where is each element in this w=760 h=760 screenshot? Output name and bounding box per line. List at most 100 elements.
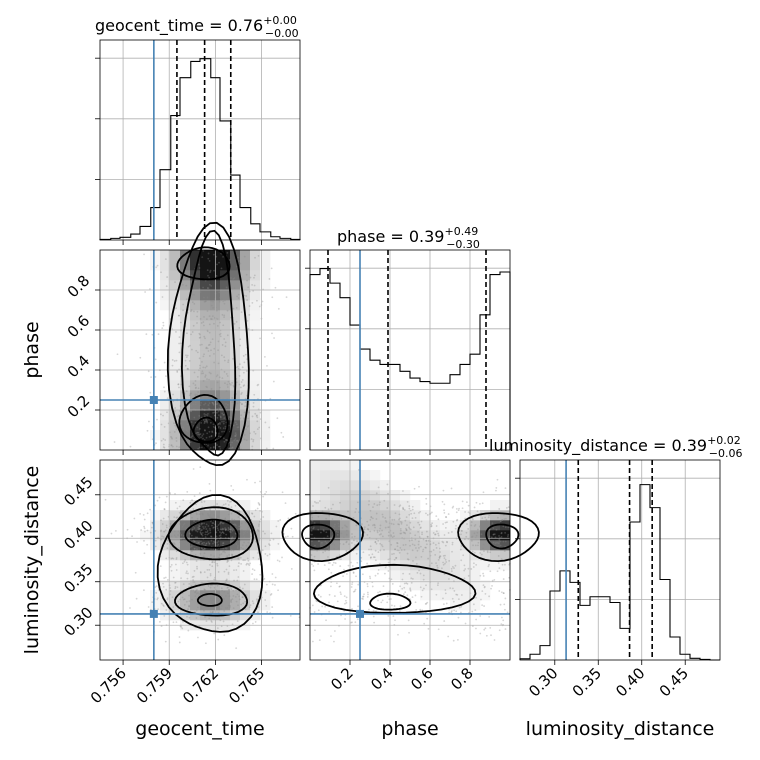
sample-point xyxy=(207,426,210,429)
sample-point xyxy=(331,543,334,546)
sample-point xyxy=(193,520,195,522)
panel-frame xyxy=(99,459,301,661)
sample-point xyxy=(221,420,223,423)
sample-point xyxy=(212,542,214,545)
sample-point xyxy=(209,611,212,614)
sample-point xyxy=(229,383,232,386)
sample-point xyxy=(210,318,212,320)
sample-point xyxy=(195,349,198,352)
sample-point xyxy=(248,564,251,567)
sample-point xyxy=(229,528,232,531)
sample-point xyxy=(227,604,230,607)
sample-point xyxy=(178,511,181,514)
density-cell xyxy=(390,510,401,521)
sample-point xyxy=(464,511,466,513)
sample-point xyxy=(311,533,313,536)
density-cell xyxy=(450,580,461,591)
sample-point xyxy=(215,375,218,378)
density-cell xyxy=(260,280,271,291)
sample-point xyxy=(447,513,450,515)
sample-point xyxy=(380,601,383,604)
density-layer xyxy=(104,249,511,650)
density-cell xyxy=(190,550,201,561)
sample-point xyxy=(210,284,213,287)
density-cell xyxy=(370,470,381,481)
sample-point xyxy=(498,567,501,570)
density-cell xyxy=(220,280,231,291)
sample-point xyxy=(466,501,468,504)
sample-point xyxy=(155,585,158,588)
density-cell xyxy=(330,530,341,541)
y-tick-label: 0.2 xyxy=(64,392,94,422)
sample-point xyxy=(474,523,477,526)
sample-point xyxy=(154,376,157,378)
sample-point xyxy=(229,528,232,531)
sample-point xyxy=(248,606,251,609)
sample-point xyxy=(210,349,212,352)
sample-point xyxy=(198,513,201,516)
sample-point xyxy=(472,544,474,547)
density-cell xyxy=(320,550,331,561)
density-cell xyxy=(340,500,351,511)
sample-point xyxy=(470,524,473,527)
sample-point xyxy=(467,574,470,577)
sample-point xyxy=(202,527,205,530)
sample-point xyxy=(198,492,201,495)
sample-point xyxy=(186,490,189,493)
contour-layer xyxy=(156,221,540,633)
sample-point xyxy=(437,542,440,545)
sample-point xyxy=(175,359,178,362)
sample-point xyxy=(207,407,210,410)
sample-point xyxy=(399,517,401,520)
density-cell xyxy=(230,420,241,431)
density-cell xyxy=(320,470,331,481)
sample-point xyxy=(163,390,166,393)
sample-point xyxy=(226,251,229,254)
sample-point xyxy=(237,565,240,568)
sample-point xyxy=(228,259,231,261)
sample-point xyxy=(246,426,249,428)
sample-point xyxy=(284,536,287,538)
sample-point xyxy=(215,403,218,406)
sample-point xyxy=(470,568,473,570)
sample-point xyxy=(163,615,166,617)
ylabel-luminosity-distance: luminosity_distance xyxy=(21,466,43,655)
sample-point xyxy=(193,302,196,305)
sample-point xyxy=(218,333,221,336)
sample-point xyxy=(257,558,260,560)
sample-point xyxy=(164,439,167,441)
density-cell xyxy=(180,500,191,511)
sample-point xyxy=(209,516,211,519)
density-cell xyxy=(250,390,261,401)
density-cell xyxy=(430,580,441,591)
sample-point xyxy=(207,444,209,447)
sample-point xyxy=(190,293,193,296)
sample-point xyxy=(211,621,213,623)
sample-point xyxy=(240,563,243,565)
sample-point xyxy=(193,591,196,594)
sample-point xyxy=(329,577,332,580)
sample-point xyxy=(411,549,414,552)
sample-point xyxy=(473,506,476,509)
histogram-geocent_time xyxy=(99,58,301,241)
sample-point xyxy=(492,541,495,544)
sample-point xyxy=(247,424,250,427)
sample-point xyxy=(165,524,168,527)
sample-point xyxy=(217,529,220,532)
density-cell xyxy=(260,420,271,431)
sample-point xyxy=(165,588,168,591)
sample-point xyxy=(270,532,273,535)
sample-point xyxy=(417,543,420,546)
sample-point xyxy=(233,277,236,279)
sample-point xyxy=(170,435,172,438)
sample-point xyxy=(285,296,288,299)
sample-point xyxy=(249,530,252,533)
sample-point xyxy=(187,572,189,575)
sample-point xyxy=(205,365,208,368)
sample-point xyxy=(235,320,238,323)
sample-point xyxy=(387,492,389,495)
sample-point xyxy=(230,485,233,487)
sample-point xyxy=(206,531,208,534)
sample-point xyxy=(144,291,147,293)
sample-point xyxy=(207,287,209,290)
